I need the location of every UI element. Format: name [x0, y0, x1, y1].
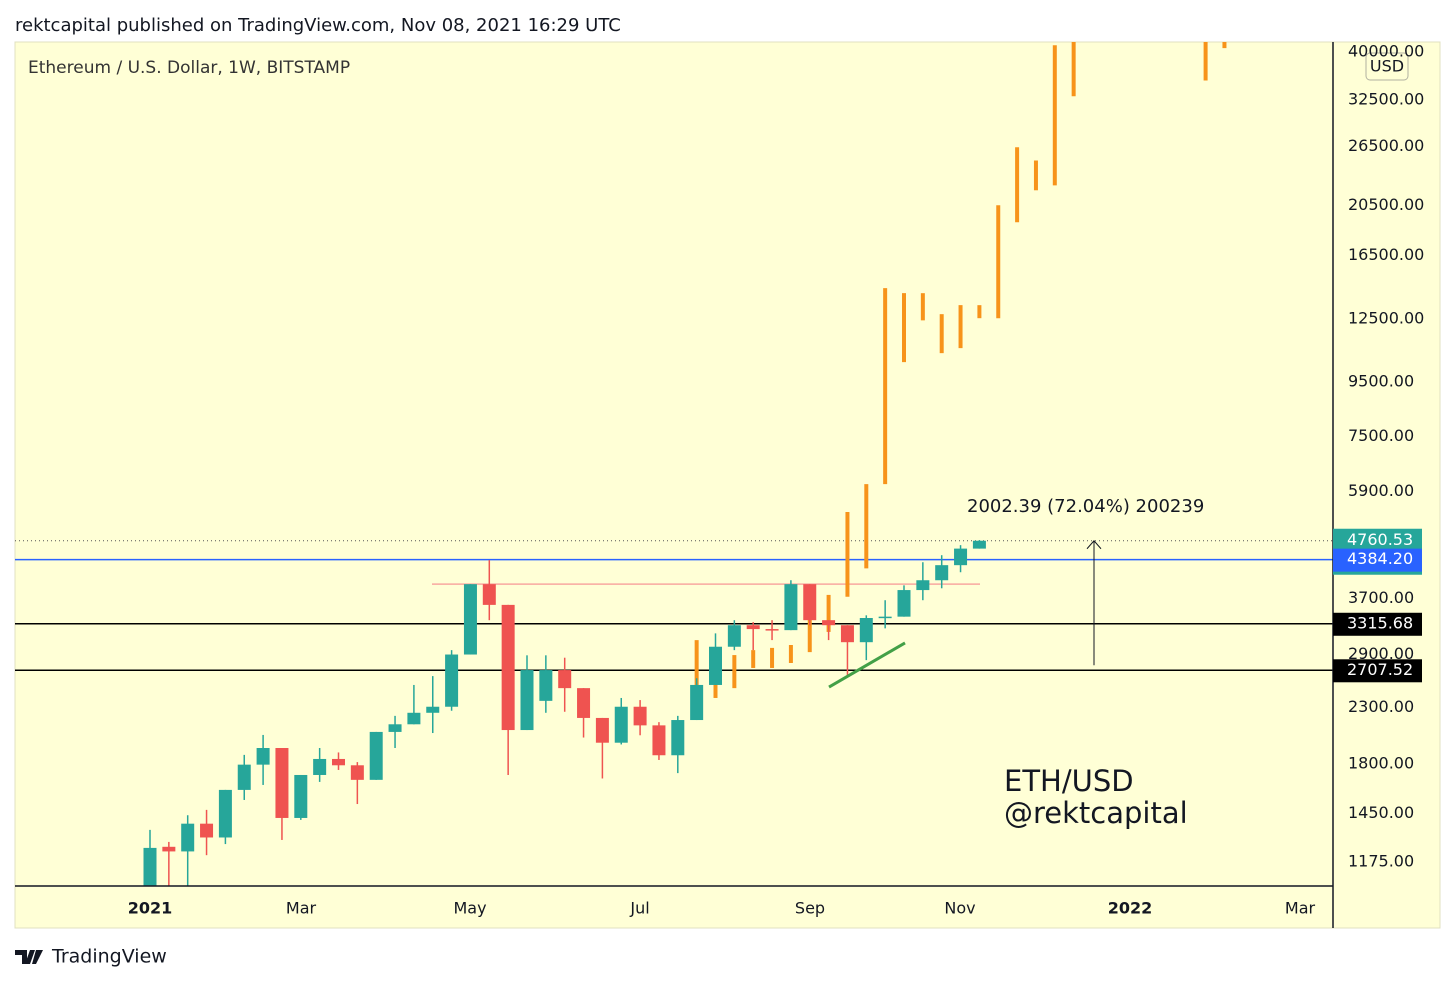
level-box: [1333, 612, 1422, 636]
y-tick-label: 5900.00: [1348, 481, 1414, 500]
candle-body: [822, 620, 836, 626]
y-tick-label: 2900.00: [1348, 644, 1414, 663]
candle-body: [803, 584, 817, 621]
y-tick-label: 2300.00: [1348, 697, 1414, 716]
candle-body: [614, 706, 628, 743]
candle-body: [709, 646, 722, 685]
x-tick-label: Nov: [944, 899, 975, 918]
candle-body: [407, 712, 421, 725]
candle-body: [765, 629, 779, 631]
candle-body: [577, 688, 591, 718]
arrow-head: [1086, 539, 1102, 550]
currency-box[interactable]: [1365, 52, 1409, 81]
x-tick-label: 2022: [1108, 899, 1153, 918]
chart-title: Ethereum / U.S. Dollar, 1W, BITSTAMP: [28, 58, 350, 78]
overlay: [1086, 539, 1102, 666]
level-box: [1333, 659, 1422, 683]
trendline: [828, 641, 906, 689]
y-tick-label: 1175.00: [1348, 851, 1414, 870]
candle-body: [633, 706, 647, 726]
candle-body: [859, 618, 873, 643]
candle-body: [878, 616, 892, 619]
candle-body: [595, 717, 609, 743]
candle-body: [294, 774, 308, 818]
candle-body: [671, 720, 685, 756]
y-tick-label: 40000.00: [1348, 42, 1424, 61]
candle-body: [482, 584, 496, 605]
x-tick-label: Sep: [795, 899, 825, 918]
candle-body: [840, 625, 854, 643]
y-tick-label: 32500.00: [1348, 89, 1424, 108]
candle-body: [746, 625, 760, 630]
x-tick-label: Mar: [1285, 899, 1316, 918]
candle-body: [445, 654, 459, 707]
candle-body: [935, 565, 949, 581]
candle-body: [539, 670, 553, 701]
measure-label: 2002.39 (72.04%) 200239: [967, 496, 1204, 517]
level-label: 2707.52: [1347, 660, 1413, 679]
candle-body: [275, 747, 289, 818]
candle-body: [200, 823, 214, 838]
level-label: 4384.20: [1347, 549, 1413, 568]
candle-body: [218, 789, 232, 838]
candle-body: [181, 823, 195, 852]
y-tick-label: 3700.00: [1348, 588, 1414, 607]
y-tick-label: 7500.00: [1348, 426, 1414, 445]
x-tick-label: 2021: [128, 899, 173, 918]
candle-body: [256, 747, 270, 765]
watermark: @rektcapital: [1004, 796, 1188, 830]
candle-body: [237, 764, 251, 790]
candle-body: [897, 590, 911, 617]
y-tick-label: 9500.00: [1348, 372, 1414, 391]
candle-body: [916, 580, 930, 591]
candle-body: [972, 540, 986, 549]
x-tick-label: Jul: [629, 899, 649, 918]
level-box: [1333, 548, 1422, 572]
candle-body: [784, 584, 798, 631]
candle-body: [313, 758, 327, 775]
candle-body: [388, 724, 402, 732]
candle-body: [520, 670, 534, 731]
watermark: ETH/USD: [1004, 764, 1134, 798]
candle-body: [332, 758, 345, 766]
level-label: 3315.68: [1347, 613, 1413, 632]
candle-body: [369, 731, 383, 780]
y-tick-label: 12500.00: [1348, 309, 1424, 328]
x-tick-label: May: [453, 899, 486, 918]
footer-logo: [15, 950, 43, 964]
candle-body: [426, 706, 440, 713]
header: rektcapital published on TradingView.com…: [15, 15, 621, 36]
candle-body: [463, 584, 477, 655]
chart-panel: [14, 41, 1441, 929]
candle-body: [690, 684, 704, 721]
plot-area: [15, 42, 1333, 886]
y-tick-label: 1450.00: [1348, 803, 1414, 822]
candle-body: [652, 725, 666, 756]
x-tick-label: Mar: [286, 899, 317, 918]
y-tick-label: 16500.00: [1348, 245, 1424, 264]
y-tick-label: 20500.00: [1348, 195, 1424, 214]
candle-body: [143, 847, 157, 886]
candle-body: [162, 846, 176, 852]
candle-body: [727, 625, 741, 647]
footer-brand: TradingView: [51, 946, 167, 968]
last-price-label: 4760.53: [1347, 530, 1413, 549]
candle-body: [350, 765, 364, 780]
currency[interactable]: USD: [1370, 57, 1404, 76]
candle-body: [558, 670, 572, 689]
y-tick-label: 26500.00: [1348, 136, 1424, 155]
y-tick-label: 1800.00: [1348, 754, 1414, 773]
candle-body: [501, 604, 515, 731]
candle-body: [954, 548, 968, 566]
